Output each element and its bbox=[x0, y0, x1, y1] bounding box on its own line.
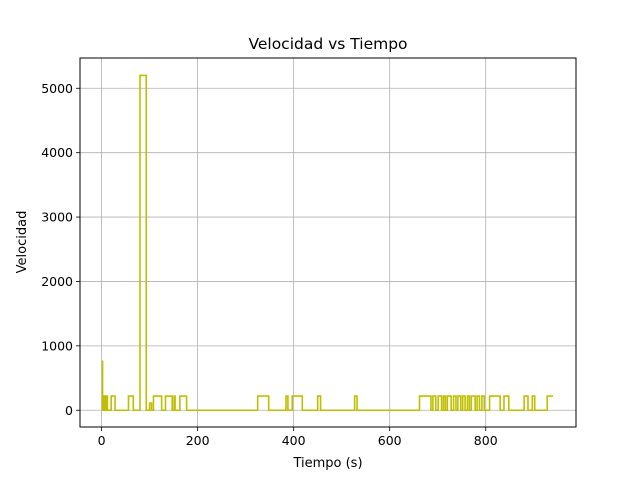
x-tick-label: 800 bbox=[474, 433, 498, 448]
y-tick-label: 1000 bbox=[41, 338, 73, 353]
y-tick-label: 0 bbox=[65, 403, 73, 418]
axis-ticks: 0 200 400 600 800 0 1000 2000 3000 4000 5000 bbox=[41, 81, 498, 448]
plot-frame bbox=[79, 57, 577, 428]
x-tick-label: 200 bbox=[186, 433, 210, 448]
y-axis-title: Velocidad bbox=[15, 211, 30, 274]
chart-title: Velocidad vs Tiempo bbox=[248, 35, 407, 53]
y-tick-label: 4000 bbox=[41, 145, 73, 160]
grid-lines bbox=[80, 58, 576, 427]
y-tick-label: 2000 bbox=[41, 274, 73, 289]
x-tick-label: 600 bbox=[378, 433, 402, 448]
x-axis-title: Tiempo (s) bbox=[292, 456, 362, 471]
y-tick-label: 5000 bbox=[41, 81, 73, 96]
velocity-series-line bbox=[101, 74, 553, 412]
x-tick-label: 400 bbox=[282, 433, 306, 448]
x-tick-label: 0 bbox=[98, 433, 106, 448]
series-layer bbox=[101, 74, 553, 412]
y-tick-label: 3000 bbox=[41, 210, 73, 225]
